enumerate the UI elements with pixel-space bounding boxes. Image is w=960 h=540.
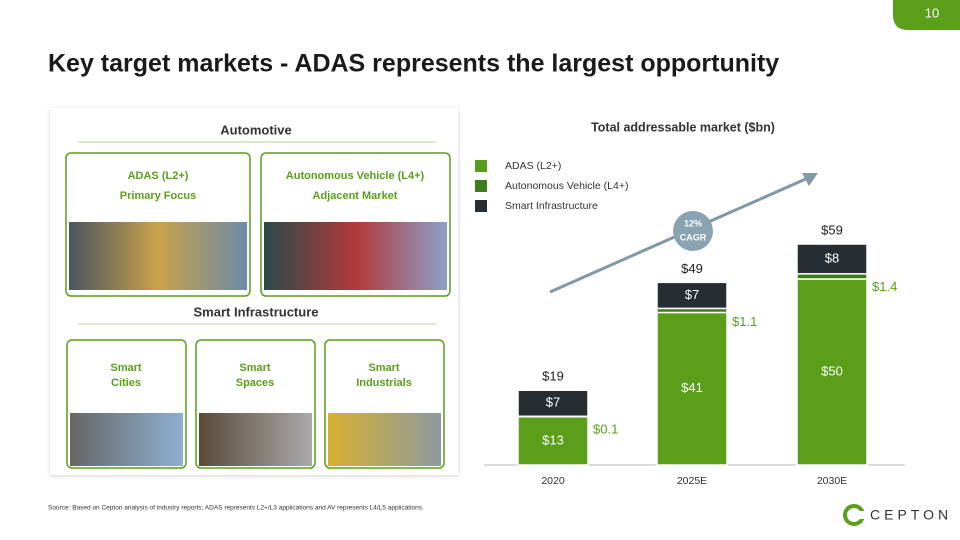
value-label: $13 [542,432,564,447]
legend-label: Autonomous Vehicle (L4+) [505,180,628,192]
total-label: $19 [542,369,564,384]
total-label: $59 [821,222,843,237]
legend-swatch [475,200,487,212]
value-label: $0.1 [593,422,618,437]
logo: CEPTON [845,506,952,524]
image [264,222,447,290]
total-label: $49 [681,261,703,276]
cagr-badge [673,211,713,251]
card-label: Autonomous Vehicle (L4+) [286,170,425,182]
logo-icon [857,511,865,519]
bar-segment [797,274,867,279]
card-label: Smart [239,362,271,374]
card-label: Adjacent Market [313,190,398,202]
footnote: Source: Based on Cepton analysis of indu… [48,505,424,512]
section-heading: Smart Infrastructure [194,304,319,319]
slide-title: Key target markets - ADAS represents the… [48,50,779,78]
image [70,413,183,466]
x-tick-label: 2025E [677,475,707,487]
value-label: $7 [685,287,699,302]
card-label: Smart [110,362,142,374]
image [328,413,441,466]
card-label: Primary Focus [120,190,196,202]
cagr-label: 12% [684,218,702,228]
x-tick-label: 2020 [541,475,565,487]
value-label: $8 [825,250,839,265]
card-label: ADAS (L2+) [128,170,189,182]
value-label: $7 [546,395,560,410]
image [69,222,247,290]
legend-swatch [475,180,487,192]
value-label: $1.4 [872,279,897,294]
logo-text: CEPTON [870,507,952,523]
legend-label: Smart Infrastructure [505,200,598,212]
card-label: Industrials [356,377,412,389]
card-label: Spaces [236,377,275,389]
chart: Total addressable market ($bn) ADAS (L2+)… [475,120,905,486]
legend-label: ADAS (L2+) [505,160,561,172]
cagr-label: CAGR [680,232,707,242]
value-label: $50 [821,363,843,378]
chart-title: Total addressable market ($bn) [591,120,775,134]
section-heading: Automotive [220,122,292,137]
card-label: Cities [111,377,141,389]
image [199,413,312,466]
page-number: 10 [925,5,939,20]
card-label: Smart [368,362,400,374]
value-label: $1.1 [732,314,757,329]
x-tick-label: 2030E [817,475,847,487]
legend-swatch [475,160,487,172]
value-label: $41 [681,380,703,395]
